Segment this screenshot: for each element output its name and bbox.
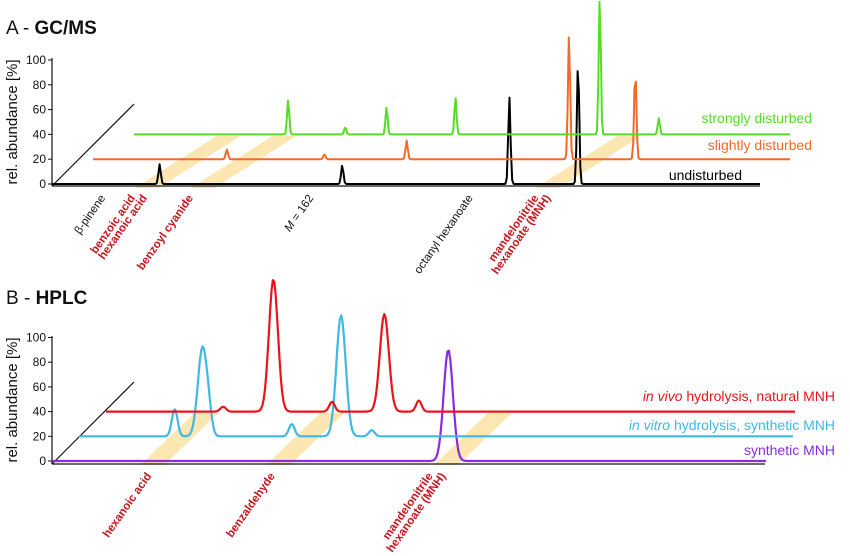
highlight-band-2 bbox=[266, 413, 345, 465]
series-line-undisturbed bbox=[52, 70, 760, 185]
y-axis-label: rel. abundance [%] bbox=[4, 337, 21, 462]
highlight-band-3 bbox=[535, 136, 642, 188]
panel-title-prefix: A - bbox=[6, 18, 35, 39]
peak-annotation: octanyl hexanoate bbox=[412, 193, 475, 276]
y-tick-label: 60 bbox=[33, 103, 47, 117]
panel-title: B - HPLC bbox=[6, 288, 88, 309]
depth-axis bbox=[51, 103, 135, 187]
y-tick-label: 100 bbox=[26, 53, 46, 67]
y-axis-label: rel. abundance [%] bbox=[4, 59, 21, 184]
series-line-slightly-disturbed bbox=[93, 36, 790, 161]
y-tick-label: 80 bbox=[33, 78, 47, 92]
highlight-band-3 bbox=[433, 413, 512, 465]
y-tick-label: 80 bbox=[33, 355, 47, 369]
y-tick-label: 0 bbox=[39, 454, 46, 468]
legend-label: in vitro hydrolysis, synthetic MNH bbox=[629, 417, 835, 433]
legend-label: undisturbed bbox=[669, 167, 742, 183]
peak-annotation: hexanoate (MNH) bbox=[490, 193, 554, 277]
legend-label: synthetic MNH bbox=[744, 442, 835, 458]
panel-title: A - GC/MS bbox=[6, 18, 97, 39]
legend-label: in vivo hydrolysis, natural MNH bbox=[643, 388, 835, 404]
panel-title-prefix: B - bbox=[6, 288, 36, 309]
peak-annotation: hexanoic acid bbox=[101, 471, 154, 540]
legend-label: slightly disturbed bbox=[708, 137, 812, 153]
panel-a-gcms: A - GC/MS rel. abundance [%] 0 20 40 60 80 100 u… bbox=[4, 0, 812, 277]
series-line-strongly-disturbed bbox=[134, 0, 790, 136]
highlight-band-2 bbox=[190, 136, 297, 188]
y-tick-label: 100 bbox=[26, 331, 46, 345]
y-tick-label: 20 bbox=[33, 152, 47, 166]
panel-title-text: HPLC bbox=[36, 288, 88, 309]
y-tick-label: 0 bbox=[39, 177, 46, 191]
highlight-band-1 bbox=[140, 413, 219, 465]
y-tick-label: 40 bbox=[33, 127, 47, 141]
y-tick-label: 40 bbox=[33, 405, 47, 419]
panel-title-text: GC/MS bbox=[35, 18, 97, 39]
legend-label: strongly disturbed bbox=[701, 110, 812, 126]
depth-axis bbox=[51, 381, 135, 465]
series-line-synthetic-mnh bbox=[52, 349, 766, 463]
peak-annotation: M = 162 bbox=[283, 193, 317, 234]
series-line-in-vitro-hydrolysis-synthetic-mnh bbox=[79, 314, 793, 438]
series-line-in-vivo-hydrolysis-natural-mnh bbox=[106, 279, 795, 413]
peak-annotation: benzaldehyde bbox=[224, 471, 277, 540]
panel-b-hplc: B - HPLC rel. abundance [%] 0 20 40 60 80 100 sy… bbox=[4, 279, 835, 555]
y-tick-label: 20 bbox=[33, 429, 47, 443]
y-tick-label: 60 bbox=[33, 380, 47, 394]
